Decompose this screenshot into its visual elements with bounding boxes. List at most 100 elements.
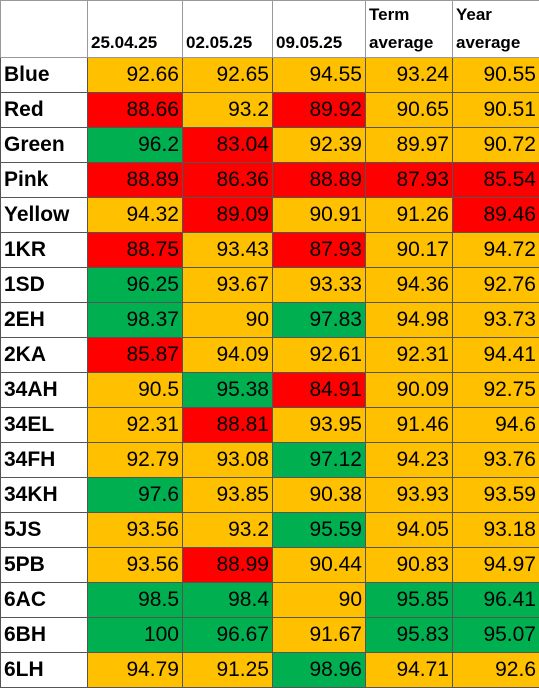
row-label: 6LH <box>1 653 88 688</box>
value-cell: 94.72 <box>453 233 539 268</box>
value-cell: 88.99 <box>183 548 273 583</box>
value-cell: 95.85 <box>366 583 453 618</box>
value-cell: 90.09 <box>366 373 453 408</box>
value-cell: 93.56 <box>88 513 183 548</box>
value-cell: 87.93 <box>366 163 453 198</box>
value-cell: 98.37 <box>88 303 183 338</box>
value-cell: 85.87 <box>88 338 183 373</box>
value-cell: 91.67 <box>273 618 366 653</box>
value-cell: 91.25 <box>183 653 273 688</box>
value-cell: 92.6 <box>453 653 539 688</box>
value-cell: 89.97 <box>366 128 453 163</box>
column-header: Term average <box>366 1 453 58</box>
value-cell: 93.67 <box>183 268 273 303</box>
value-cell: 91.46 <box>366 408 453 443</box>
row-label: 34EL <box>1 408 88 443</box>
value-cell: 97.12 <box>273 443 366 478</box>
row-label: 5JS <box>1 513 88 548</box>
value-cell: 83.04 <box>183 128 273 163</box>
value-cell: 96.2 <box>88 128 183 163</box>
value-cell: 92.39 <box>273 128 366 163</box>
row-label: Red <box>1 93 88 128</box>
value-cell: 92.31 <box>366 338 453 373</box>
value-cell: 94.97 <box>453 548 539 583</box>
value-cell: 90.5 <box>88 373 183 408</box>
row-label: Pink <box>1 163 88 198</box>
value-cell: 89.09 <box>183 198 273 233</box>
value-cell: 90.51 <box>453 93 539 128</box>
value-cell: 92.61 <box>273 338 366 373</box>
value-cell: 85.54 <box>453 163 539 198</box>
value-cell: 94.05 <box>366 513 453 548</box>
value-cell: 88.89 <box>273 163 366 198</box>
value-cell: 94.6 <box>453 408 539 443</box>
row-label: 6BH <box>1 618 88 653</box>
row-label: 1SD <box>1 268 88 303</box>
value-cell: 93.18 <box>453 513 539 548</box>
value-cell: 96.41 <box>453 583 539 618</box>
row-label: Green <box>1 128 88 163</box>
row-label: Yellow <box>1 198 88 233</box>
value-cell: 89.92 <box>273 93 366 128</box>
value-cell: 94.32 <box>88 198 183 233</box>
value-cell: 93.08 <box>183 443 273 478</box>
value-cell: 88.66 <box>88 93 183 128</box>
column-header: Year average <box>453 1 539 58</box>
value-cell: 98.96 <box>273 653 366 688</box>
value-cell: 94.98 <box>366 303 453 338</box>
row-label: 2KA <box>1 338 88 373</box>
row-label: 34FH <box>1 443 88 478</box>
value-cell: 95.07 <box>453 618 539 653</box>
value-cell: 90.38 <box>273 478 366 513</box>
row-label: Blue <box>1 58 88 93</box>
value-cell: 95.83 <box>366 618 453 653</box>
value-cell: 92.79 <box>88 443 183 478</box>
row-label: 5PB <box>1 548 88 583</box>
corner-cell <box>1 1 88 58</box>
value-cell: 97.83 <box>273 303 366 338</box>
value-cell: 86.36 <box>183 163 273 198</box>
value-cell: 93.85 <box>183 478 273 513</box>
value-cell: 97.6 <box>88 478 183 513</box>
value-cell: 93.24 <box>366 58 453 93</box>
value-cell: 93.56 <box>88 548 183 583</box>
value-cell: 92.65 <box>183 58 273 93</box>
value-cell: 93.95 <box>273 408 366 443</box>
value-cell: 95.59 <box>273 513 366 548</box>
value-cell: 90.83 <box>366 548 453 583</box>
row-label: 1KR <box>1 233 88 268</box>
value-cell: 93.59 <box>453 478 539 513</box>
value-cell: 98.4 <box>183 583 273 618</box>
value-cell: 92.76 <box>453 268 539 303</box>
value-cell: 87.93 <box>273 233 366 268</box>
value-cell: 90.44 <box>273 548 366 583</box>
value-cell: 98.5 <box>88 583 183 618</box>
value-cell: 93.73 <box>453 303 539 338</box>
value-cell: 92.31 <box>88 408 183 443</box>
value-cell: 96.67 <box>183 618 273 653</box>
value-cell: 95.38 <box>183 373 273 408</box>
value-cell: 84.91 <box>273 373 366 408</box>
value-cell: 88.75 <box>88 233 183 268</box>
row-label: 2EH <box>1 303 88 338</box>
value-cell: 94.41 <box>453 338 539 373</box>
value-cell: 93.2 <box>183 513 273 548</box>
row-label: 34AH <box>1 373 88 408</box>
value-cell: 90.91 <box>273 198 366 233</box>
value-cell: 93.76 <box>453 443 539 478</box>
